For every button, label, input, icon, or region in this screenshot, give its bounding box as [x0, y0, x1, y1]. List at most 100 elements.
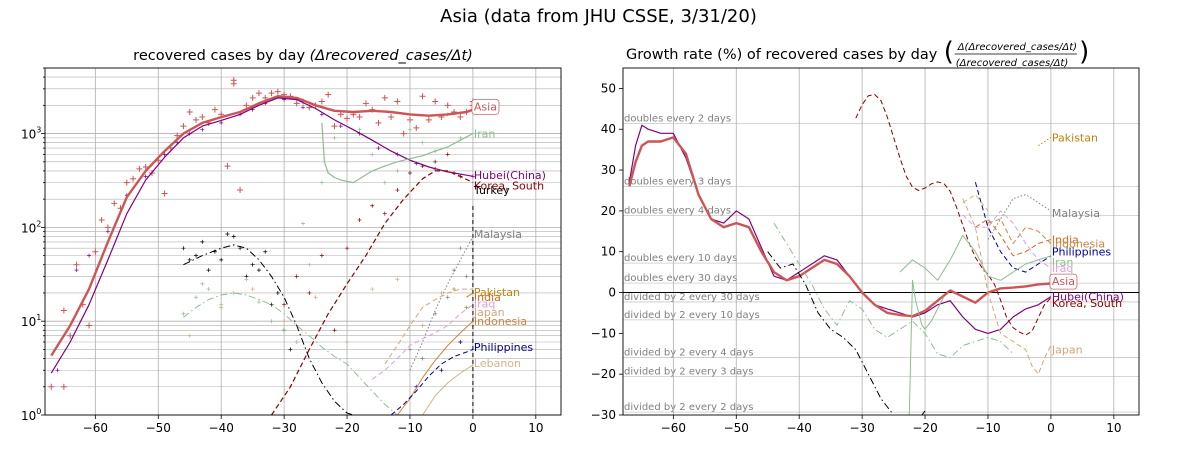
p1-scatter-point — [288, 347, 293, 352]
p2-series-label-malaysia: Malaysia — [1052, 207, 1100, 220]
p1-scatter-point — [200, 281, 205, 286]
p2-series-line-iran-spike — [908, 279, 945, 415]
p1-axes-frame — [44, 67, 562, 416]
p1-scatter-point — [445, 152, 450, 157]
p1-scatter-point — [407, 347, 412, 352]
p2-reference-label: divided by 2 every 4 days — [624, 347, 753, 358]
p1-scatter-point — [457, 114, 464, 121]
p1-scatter-point — [193, 116, 200, 123]
p2-series-line-india — [975, 218, 1052, 257]
p1-series-line-hubei-china — [50, 97, 474, 374]
p2-x-tick-label: −20 — [912, 421, 937, 435]
p2-x-tick-label: −60 — [661, 421, 686, 435]
p1-scatter-point — [318, 98, 325, 105]
p1-scatter-point — [269, 319, 274, 324]
p1-series-label-hubei-china: Hubei(China) — [474, 169, 546, 182]
p1-x-tick-label: 0 — [469, 421, 477, 435]
p1-scatter-point — [356, 114, 363, 121]
p1-scatter-point — [243, 102, 250, 109]
p1-scatter-point — [123, 179, 130, 186]
p2-axes-frame — [622, 67, 1140, 416]
p2-reference-label: doubles every 4 days — [624, 205, 731, 216]
p1-scatter-point — [60, 307, 67, 314]
p1-series-line-turkey-dashdot — [183, 244, 354, 415]
p1-series-line-malaysia — [409, 236, 474, 371]
p2-title-numerator: Δ(Δrecovered_cases/Δt) — [957, 42, 1077, 53]
p2-series-label-hubei-china: Hubei(China) — [1052, 291, 1124, 304]
p1-series-group — [50, 95, 474, 415]
p2-title-paren-right: ) — [1079, 37, 1089, 67]
p1-scatter-point — [381, 94, 388, 101]
p1-series-line-lebanon — [422, 364, 474, 415]
p1-scatter-point — [55, 368, 60, 373]
p1-scatter-point — [237, 187, 244, 194]
p1-scatter-point — [199, 114, 206, 121]
p1-y-tick-exponent: 3 — [36, 126, 41, 135]
p1-scatter-point — [370, 203, 375, 208]
p1-scatter-point — [319, 180, 324, 185]
p1-series-line-pakistan — [466, 292, 474, 298]
p1-scatter-point — [249, 94, 256, 101]
p2-reference-label: doubles every 30 days — [624, 273, 737, 284]
p2-series-label-japan: Japan — [1051, 344, 1083, 357]
p1-series-label-india: India — [474, 291, 501, 304]
p1-scatter-point — [332, 328, 337, 333]
p1-scatter-point — [432, 98, 439, 105]
p1-scatter-point — [250, 262, 255, 267]
p1-scatter-point — [395, 188, 400, 193]
p1-scatter-point — [420, 323, 425, 328]
p1-x-tick-label: −50 — [146, 421, 171, 435]
p2-x-tick-label: 10 — [1106, 421, 1121, 435]
p1-scatter-point — [332, 135, 337, 140]
p1-scatter-point — [142, 164, 149, 171]
p1-scatter-group — [48, 77, 476, 390]
p1-scatter-point — [370, 287, 375, 292]
p1-scatter-point — [444, 102, 451, 109]
p1-series-label-philippines: Philippines — [474, 341, 534, 354]
p1-scatter-point — [445, 295, 450, 300]
p1-scatter-point — [338, 124, 343, 129]
p1-scatter-point — [464, 274, 469, 279]
p1-scatter-point — [200, 239, 205, 244]
p1-scatter-point — [206, 287, 211, 292]
p2-y-axis: −30 −20 −10 0 10 20 30 40 50 — [591, 81, 623, 422]
p1-scatter-point — [458, 340, 463, 345]
p2-y-tick-label: 40 — [601, 122, 616, 136]
p1-scatter-point — [225, 232, 230, 237]
p1-scatter-point — [92, 248, 99, 255]
p2-x-axis: −60 −50 −40 −30 −20 −10 0 10 — [661, 68, 1121, 435]
p1-scatter-point — [224, 163, 231, 170]
p1-scatter-point — [382, 180, 387, 185]
p1-scatter-point — [370, 152, 375, 157]
p1-series-label-asia: Asia — [474, 100, 497, 113]
p2-reference-label: divided by 2 every 3 days — [624, 367, 753, 378]
p1-scatter-point — [187, 257, 192, 262]
p2-series-label-iran: Iran — [1052, 256, 1074, 269]
p2-series-label-asia: Asia — [1052, 275, 1075, 288]
p2-series-label-philippines: Philippines — [1052, 246, 1112, 259]
p2-series-label-iraq: Iraq — [1052, 262, 1074, 275]
p1-scatter-point — [219, 120, 224, 125]
p1-series-label-pakistan: Pakistan — [474, 286, 520, 299]
p1-x-tick-label: 10 — [528, 421, 543, 435]
p2-title-denominator: (Δrecovered_cases/Δt) — [956, 58, 1069, 69]
p2-x-tick-label: −50 — [724, 421, 749, 435]
p1-scatter-point — [439, 368, 444, 373]
p1-series-label-korea-south: Korea, South — [474, 179, 544, 192]
p1-scatter-point — [200, 127, 205, 132]
p1-scatter-point — [161, 190, 168, 197]
p1-scatter-point — [307, 262, 312, 267]
p2-series-line-hubei-china — [628, 124, 1052, 334]
p1-series-label-iran: Iran — [474, 128, 496, 141]
p1-series-label-box — [471, 98, 500, 115]
p2-series-label-korea-south: Korea, South — [1052, 297, 1122, 310]
p1-scatter-point — [375, 119, 382, 126]
p1-scatter-point — [274, 88, 281, 95]
p1-scatter-point — [413, 124, 420, 131]
p1-series-line-iran — [321, 122, 474, 184]
p1-series-label-indonesia: Indonesia — [474, 315, 527, 328]
p1-y-tick-exponent: 2 — [36, 219, 41, 228]
p1-scatter-point — [382, 211, 387, 216]
